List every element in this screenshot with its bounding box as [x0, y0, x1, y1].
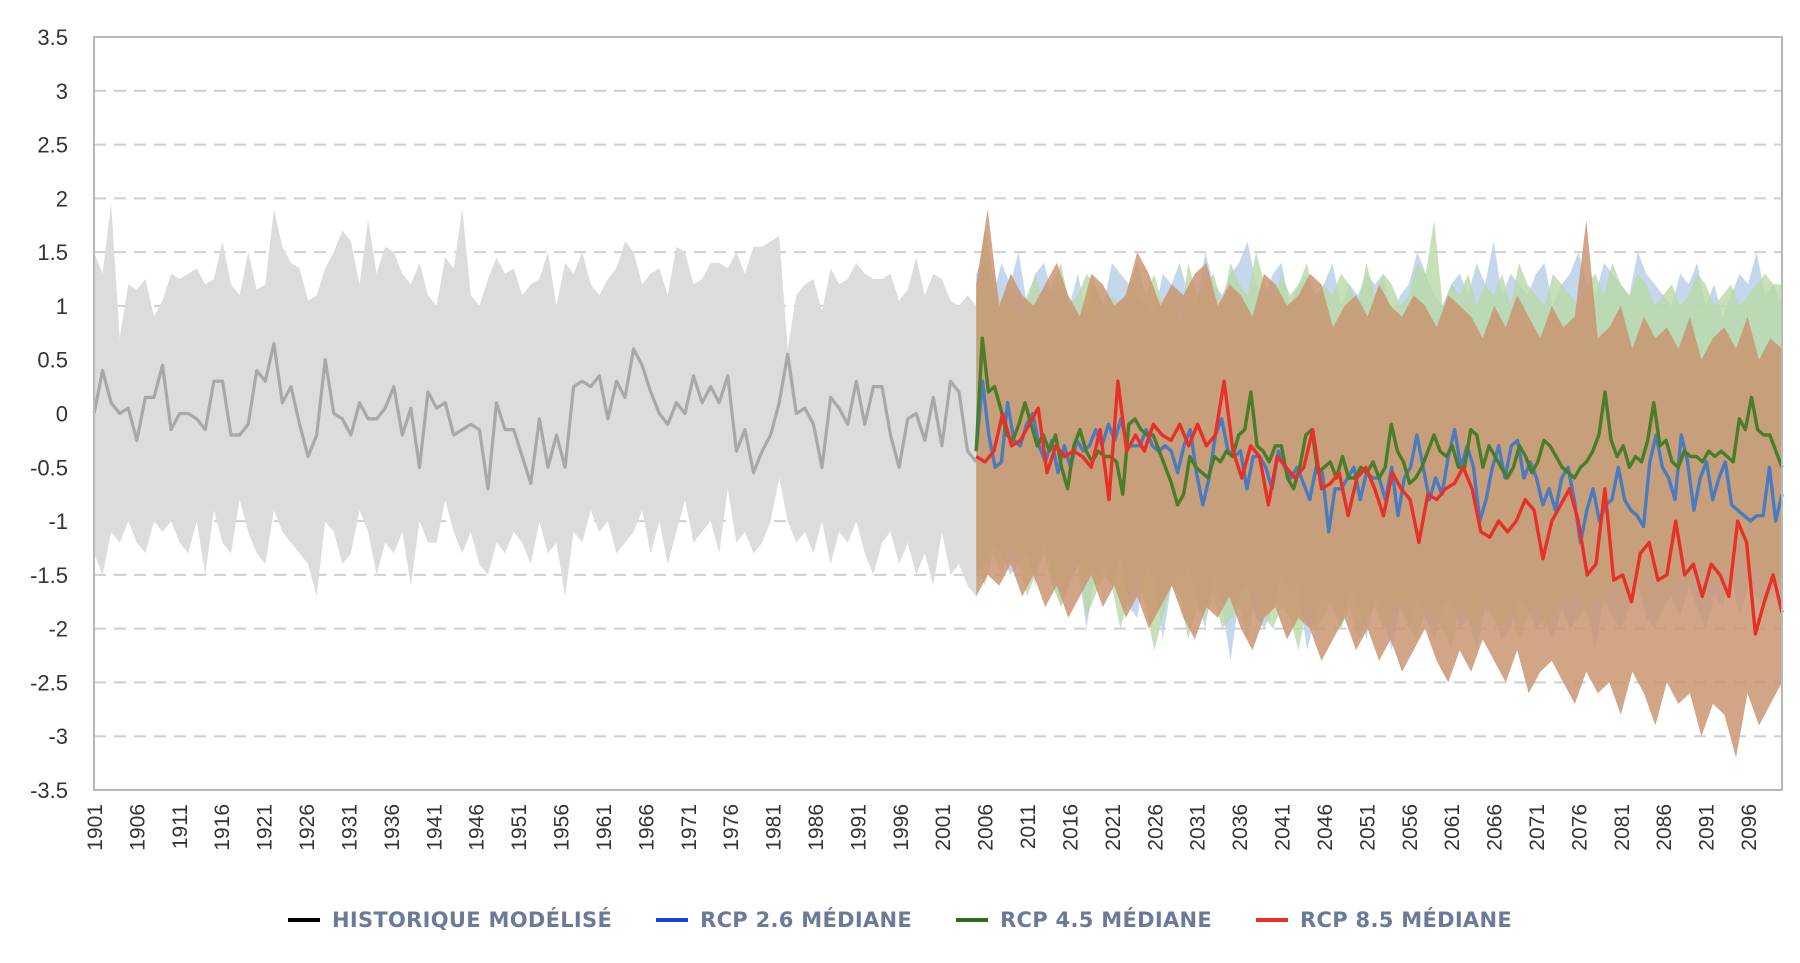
legend-label-rcp85: RCP 8.5 MÉDIANE [1300, 908, 1513, 932]
median-lines [92, 336, 1784, 636]
x-tick-label: 2041 [1272, 804, 1295, 851]
legend-swatch-historique [287, 918, 320, 922]
x-tick-label: 2006 [975, 804, 998, 851]
x-tick-label: 1976 [720, 804, 743, 851]
x-tick-label: 2056 [1399, 804, 1422, 851]
x-tick-label: 2051 [1356, 804, 1379, 851]
x-tick-label: 1946 [466, 804, 489, 851]
x-tick-label: 1966 [635, 804, 658, 851]
legend-item-historique: HISTORIQUE MODÉLISÉ [287, 908, 613, 932]
legend-item-rcp45: RCP 4.5 MÉDIANE [956, 908, 1212, 932]
y-axis-ticks: 3.5 3 2.5 2 1.5 1 0.5 0 -0.5 -1 -1.5 -2 -2.5 -3 -3.5 [30, 25, 68, 803]
legend-swatch-rcp45 [956, 918, 989, 922]
legend-label-rcp45: RCP 4.5 MÉDIANE [1000, 908, 1213, 932]
x-tick-label: 2021 [1102, 804, 1125, 851]
y-tick-label: -1 [48, 509, 68, 534]
x-tick-label: 1956 [551, 804, 574, 851]
x-tick-label: 2076 [1568, 804, 1591, 851]
x-tick-label: 2096 [1738, 804, 1761, 851]
x-tick-label: 2071 [1526, 804, 1549, 851]
uncertainty-bands [94, 203, 1782, 758]
x-tick-label: 1986 [805, 804, 828, 851]
y-tick-label: -3.5 [30, 778, 68, 803]
y-tick-label: -2 [48, 617, 68, 642]
x-tick-label: 2031 [1187, 804, 1210, 851]
y-tick-label: -1.5 [30, 563, 68, 588]
legend-item-rcp26: RCP 2.6 MÉDIANE [656, 908, 912, 932]
x-tick-label: 2061 [1441, 804, 1464, 851]
x-tick-label: 1931 [338, 804, 361, 851]
y-tick-label: 0.5 [37, 348, 68, 373]
x-tick-label: 1996 [890, 804, 913, 851]
y-tick-label: 1.5 [37, 240, 68, 265]
legend: HISTORIQUE MODÉLISÉ RCP 2.6 MÉDIANE RCP … [0, 908, 1800, 932]
band-historique [94, 203, 977, 597]
x-tick-label: 1936 [381, 804, 404, 851]
x-tick-label: 1991 [847, 804, 870, 851]
y-tick-label: 2.5 [37, 133, 68, 158]
x-tick-label: 1906 [126, 804, 149, 851]
x-tick-label: 2091 [1696, 804, 1719, 851]
legend-swatch-rcp26 [656, 918, 689, 922]
x-tick-label: 2011 [1017, 804, 1040, 849]
x-tick-label: 2086 [1653, 804, 1676, 851]
legend-item-rcp85: RCP 8.5 MÉDIANE [1256, 908, 1512, 932]
median-line-historique [92, 342, 978, 491]
y-tick-label: -3 [48, 724, 68, 749]
legend-label-historique: HISTORIQUE MODÉLISÉ [331, 908, 613, 932]
x-tick-label: 2066 [1484, 804, 1507, 851]
legend-swatch-rcp85 [1256, 918, 1289, 922]
x-tick-label: 2016 [1059, 804, 1082, 851]
plot-area-frame [93, 36, 1783, 791]
x-tick-label: 2026 [1144, 804, 1167, 851]
x-tick-label: 1926 [296, 804, 319, 851]
x-tick-label: 2036 [1229, 804, 1252, 851]
x-tick-label: 1971 [678, 804, 701, 851]
legend-label-rcp26: RCP 2.6 MÉDIANE [700, 908, 913, 932]
median-line-rcp45 [974, 336, 1784, 507]
y-tick-label: 3 [56, 79, 68, 104]
x-axis-ticks: 1901 1906 1911 1916 1921 1926 1931 1936 1941 1946… [84, 804, 1761, 851]
y-tick-label: 0 [56, 402, 68, 427]
y-tick-label: 2 [56, 186, 68, 211]
x-tick-label: 2001 [932, 804, 955, 851]
x-tick-label: 1941 [423, 804, 446, 851]
y-tick-label: -2.5 [30, 670, 68, 695]
median-line-rcp85 [975, 379, 1784, 636]
y-tick-label: -0.5 [30, 455, 68, 480]
y-tick-label: 1 [56, 294, 68, 319]
x-tick-label: 1921 [254, 804, 277, 851]
x-tick-label: 1916 [211, 804, 234, 851]
x-tick-label: 1961 [593, 804, 616, 851]
y-tick-label: 3.5 [37, 25, 68, 50]
x-tick-label: 1911 [169, 804, 192, 849]
x-tick-label: 2081 [1611, 804, 1634, 851]
x-tick-label: 1951 [508, 804, 531, 851]
x-tick-label: 1901 [84, 804, 107, 851]
x-tick-label: 1981 [763, 804, 786, 851]
x-tick-label: 2046 [1314, 804, 1337, 851]
